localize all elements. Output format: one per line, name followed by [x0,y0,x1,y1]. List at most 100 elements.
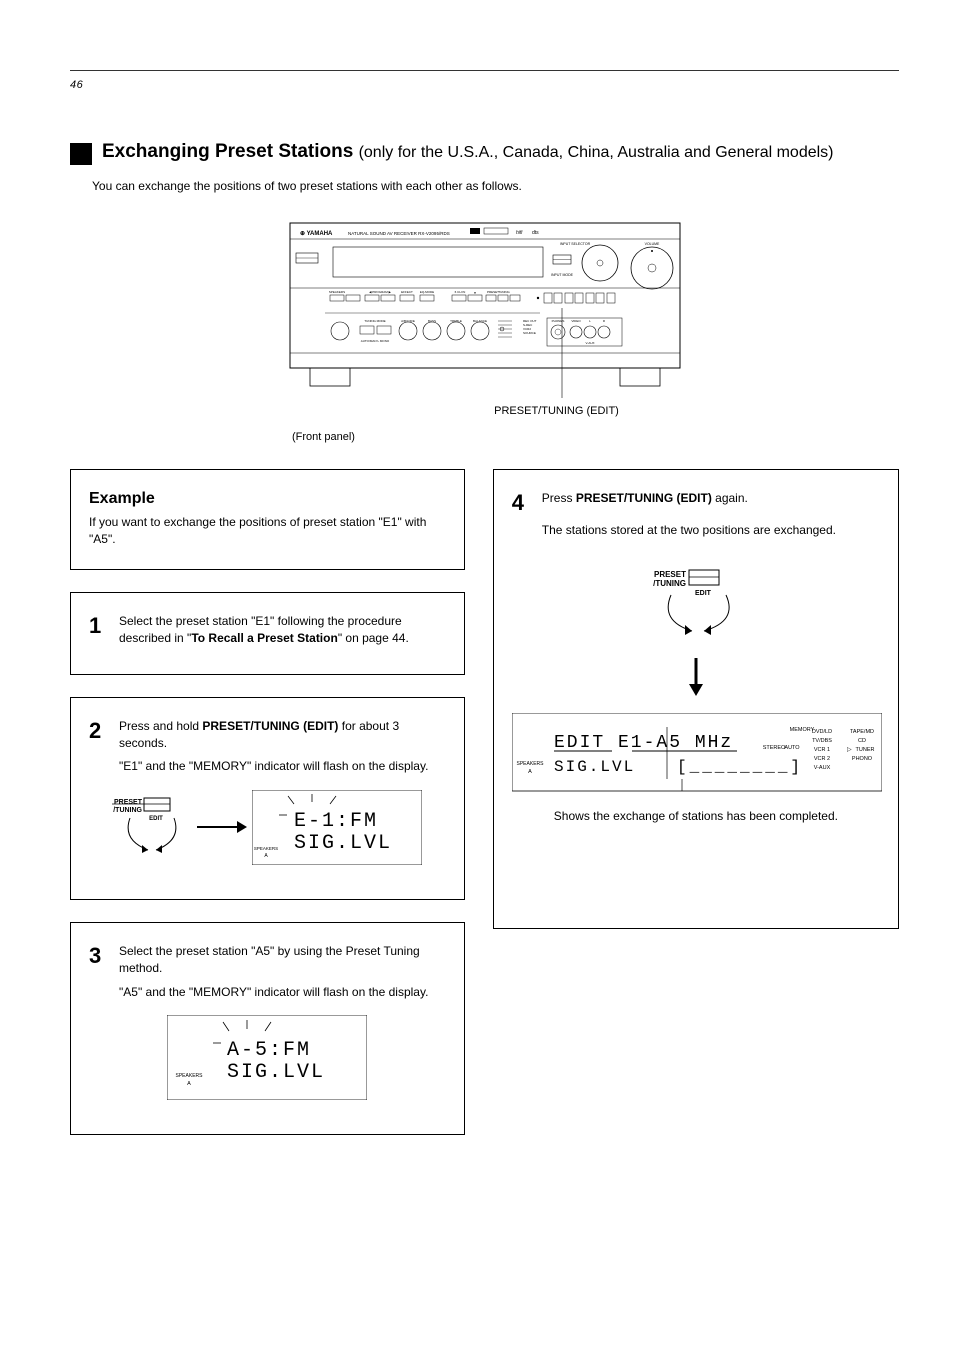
svg-text:hifi: hifi [516,230,523,236]
svg-text:dts: dts [532,230,539,236]
svg-text:PHONES: PHONES [551,319,564,323]
svg-text:SIG.LVL: SIG.LVL [554,758,635,776]
svg-text:SPEAKERS: SPEAKERS [328,290,344,294]
svg-text:SIG.LVL: SIG.LVL [294,832,392,855]
svg-text:TV/DBS: TV/DBS [812,738,832,744]
display-a5: A-5:FM SIG.LVL SPEAKERS A [167,1015,367,1100]
step4-num: 4 [512,490,534,516]
svg-text:EFFECT: EFFECT [401,290,413,294]
svg-text:TREBLE: TREBLE [450,319,462,323]
svg-text:INPUT SELECTOR: INPUT SELECTOR [559,242,590,246]
svg-text:A/B/C/D/E: A/B/C/D/E [401,319,415,323]
step4-box: 4 Press PRESET/TUNING (EDIT) again. The … [493,469,899,929]
svg-text:TUNING MODE: TUNING MODE [364,319,385,323]
step3-sub: "A5" and the "MEMORY" indicator will fla… [119,984,446,1001]
svg-text:A: A [528,769,532,775]
svg-text:TUNER: TUNER [855,747,874,753]
svg-text:CD: CD [858,738,866,744]
arrow-right-icon [192,812,252,842]
step2-sub: "E1" and the "MEMORY" indicator will fla… [119,758,446,775]
step3-text: Select the preset station "A5" by using … [119,943,446,978]
step2-figure: PRESET /TUNING EDIT [89,790,446,865]
svg-text:VCR 1: VCR 1 [814,747,830,753]
svg-text:AUTO/MAN`L MONO: AUTO/MAN`L MONO [360,339,389,343]
svg-text:SPEAKERS: SPEAKERS [516,761,544,767]
step3-box: 3 Select the preset station "A5" by usin… [70,922,465,1135]
svg-text:BASS: BASS [427,319,435,323]
svg-text:SOURCE: SOURCE [523,331,536,335]
svg-text:A: A [188,1081,192,1087]
right-column: 4 Press PRESET/TUNING (EDIT) again. The … [493,469,899,1157]
svg-text:AUTO: AUTO [784,745,800,751]
svg-text:VIDEO: VIDEO [571,319,581,323]
svg-text:MEMORY: MEMORY [789,727,814,733]
page-header: 46 [70,70,899,91]
svg-text:▷: ▷ [847,747,852,753]
svg-text:L: L [589,319,591,323]
step1-box: 1 Select the preset station "E1" followi… [70,592,465,675]
svg-text:[________]: [________] [677,758,803,776]
step4-text: Press PRESET/TUNING (EDIT) again. [542,490,748,507]
svg-text:EDIT E1-A5 MHz: EDIT E1-A5 MHz [554,733,733,753]
intro-text: You can exchange the positions of two pr… [92,177,899,195]
svg-text:DVD/LD: DVD/LD [812,729,832,735]
svg-text:VCR 2: VCR 2 [814,756,830,762]
svg-text:EQ-MODE: EQ-MODE [419,290,433,294]
svg-text:A: A [265,853,269,859]
svg-text:PRESET: PRESET [114,799,143,806]
step2-text: Press and hold PRESET/TUNING (EDIT) for … [119,718,446,753]
svg-text:NATURAL SOUND AV RECEIVER: NATURAL SOUND AV RECEIVER RX-V2095/RDS [348,231,450,236]
step4-knob-area: PRESET /TUNING EDIT [512,565,880,650]
svg-text:6 CH IN: 6 CH IN [454,290,465,294]
section-title-row: Exchanging Preset Stations (only for the… [70,141,899,165]
display-edit: EDIT E1-A5 MHz SIG.LVL [________] SPEAKE… [512,713,882,793]
svg-text:VOLUME: VOLUME [644,242,659,246]
step1-num: 1 [89,613,111,639]
svg-text:STEREO: STEREO [762,745,785,751]
display-note: Shows the exchange of stations has been … [512,809,880,823]
header-rule [70,70,899,71]
two-column-area: Example If you want to exchange the posi… [70,469,899,1157]
svg-text:PHONO: PHONO [852,756,873,762]
section-title: Exchanging Preset Stations (only for the… [102,141,834,163]
svg-text:/TUNING: /TUNING [114,807,143,814]
step3-figure: A-5:FM SIG.LVL SPEAKERS A [89,1015,446,1100]
svg-text:⊕ YAMAHA: ⊕ YAMAHA [300,231,333,237]
step4-sub: The stations stored at the two positions… [542,522,880,539]
front-panel-label: (Front panel) [292,431,899,443]
receiver-illustration: ⊕ YAMAHA NATURAL SOUND AV RECEIVER RX-V2… [280,213,690,403]
example-text: If you want to exchange the positions of… [89,514,446,549]
svg-text:EDIT: EDIT [150,816,164,822]
svg-text:E-1:FM: E-1:FM [294,810,378,833]
device-figure: ⊕ YAMAHA NATURAL SOUND AV RECEIVER RX-V2… [70,213,899,417]
title-sub: (only for the U.S.A., Canada, China, Aus… [359,144,834,161]
svg-text:/TUNING: /TUNING [653,579,686,588]
step2-num: 2 [89,718,111,744]
step2-box: 2 Press and hold PRESET/TUNING (EDIT) fo… [70,697,465,900]
page-number: 46 [70,79,899,91]
svg-text:EDIT: EDIT [695,590,712,597]
title-bullet-icon [70,143,92,165]
svg-text:PRESET: PRESET [654,570,686,579]
svg-text:SIG.LVL: SIG.LVL [227,1061,325,1084]
svg-text:▼: ▼ [473,291,476,295]
example-box: Example If you want to exchange the posi… [70,469,465,570]
display-e1: E-1:FM SIG.LVL SPEAKERS A [252,790,422,865]
svg-text:TUNING: TUNING [498,290,510,294]
svg-text:TAPE/MD: TAPE/MD [850,729,874,735]
svg-text:A-5:FM: A-5:FM [227,1039,311,1062]
svg-text:◀ PROGRAM ▶: ◀ PROGRAM ▶ [369,290,391,294]
svg-text:SPEAKERS: SPEAKERS [176,1073,204,1079]
step1-text: Select the preset station "E1" following… [119,613,446,648]
svg-text:V-AUX: V-AUX [814,765,831,771]
left-column: Example If you want to exchange the posi… [70,469,465,1157]
svg-text:INPUT MODE: INPUT MODE [551,273,574,277]
svg-text:BALANCE: BALANCE [472,319,486,323]
svg-text:R: R [602,319,605,323]
example-label: Example [89,490,155,507]
svg-text:SPEAKERS: SPEAKERS [254,846,278,851]
down-arrow-icon [512,656,880,703]
step3-num: 3 [89,943,111,969]
svg-text:V-AUX: V-AUX [585,341,594,345]
preset-knob-icon-2: PRESET /TUNING EDIT [646,565,746,645]
